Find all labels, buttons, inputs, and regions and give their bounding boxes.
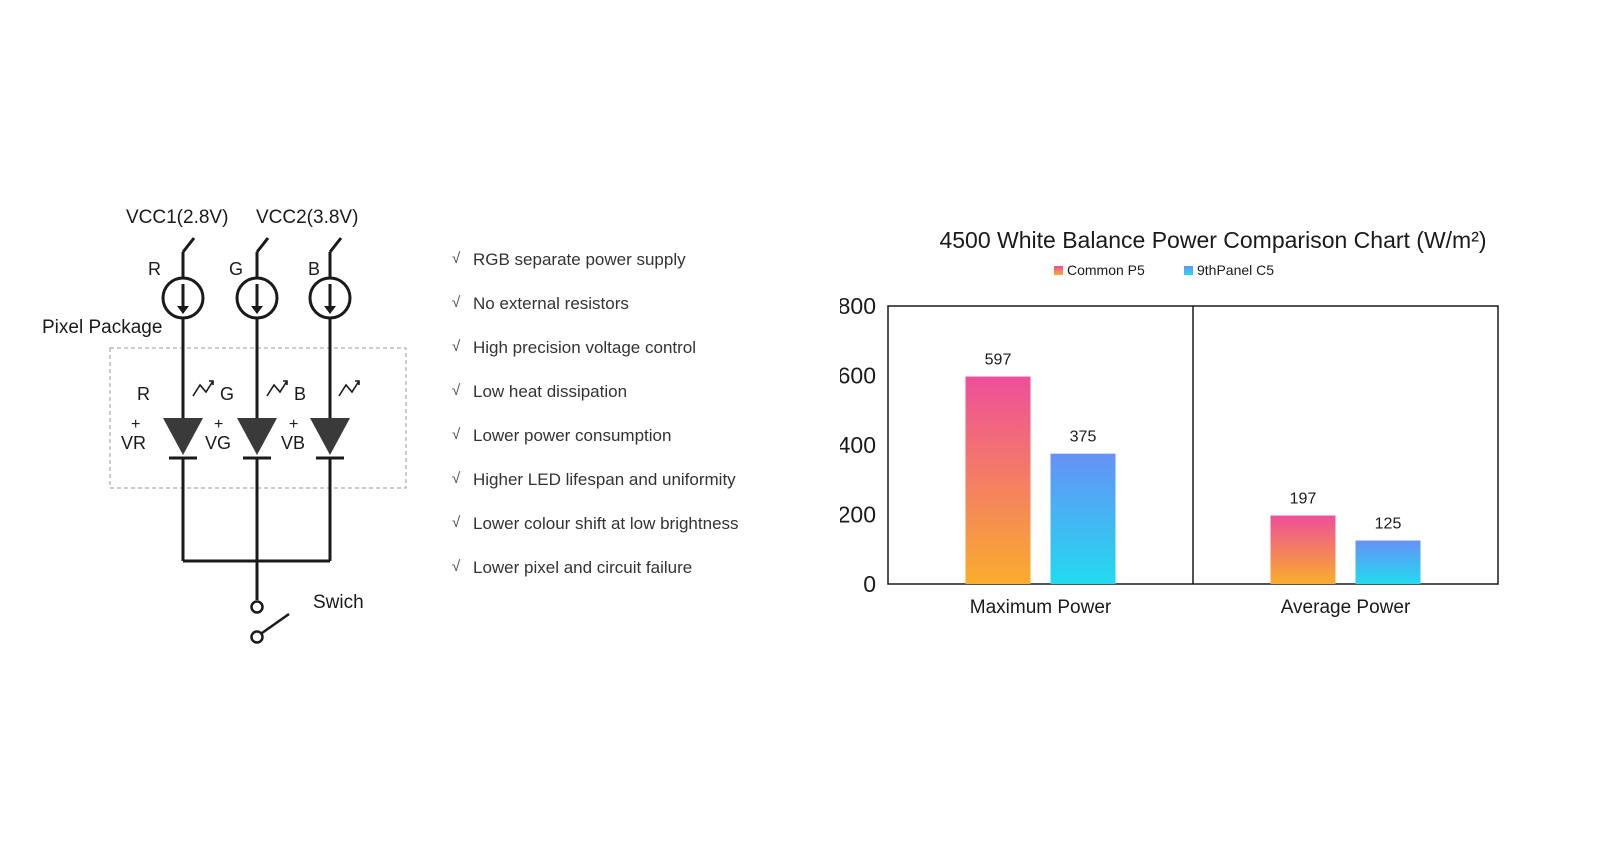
legend-entry: Common P5 <box>1067 262 1145 278</box>
legend-swatch <box>1054 266 1063 275</box>
check-icon: √ <box>452 338 461 355</box>
channel-label-b: B <box>308 259 320 279</box>
feature-text: High precision voltage control <box>473 338 697 357</box>
feature-text: Higher LED lifespan and uniformity <box>473 470 736 489</box>
check-icon: √ <box>452 514 461 531</box>
feature-text: Lower colour shift at low brightness <box>473 514 739 533</box>
check-icon: √ <box>452 470 461 487</box>
channel-label-g: G <box>229 259 243 279</box>
feature-text: RGB separate power supply <box>473 250 686 269</box>
feature-item: √ Lower colour shift at low brightness <box>452 514 739 558</box>
led-label-b: B <box>294 384 306 404</box>
y-tick-label: 800 <box>840 293 876 319</box>
plus-sign-r: + <box>131 416 140 433</box>
light-emission-icons <box>192 380 360 397</box>
check-icon: √ <box>452 558 461 575</box>
x-category-label: Maximum Power <box>970 597 1112 618</box>
feature-item: √ RGB separate power supply <box>452 250 739 294</box>
switch-icon <box>250 600 290 644</box>
plus-sign-b: + <box>289 416 298 433</box>
check-icon: √ <box>452 294 461 311</box>
bar-value-label: 597 <box>985 352 1012 369</box>
feature-text: Lower power consumption <box>473 426 672 445</box>
plus-sign-g: + <box>214 416 223 433</box>
feature-item: √ Lower power consumption <box>452 426 739 470</box>
x-category-label: Average Power <box>1281 597 1411 618</box>
legend-swatch <box>1184 266 1193 275</box>
y-tick-label: 600 <box>840 363 876 389</box>
bar-value-label: 125 <box>1375 516 1402 533</box>
bar <box>965 376 1031 584</box>
bar-value-label: 197 <box>1290 491 1317 508</box>
switch-label: Swich <box>313 592 364 613</box>
y-tick-label: 200 <box>840 502 876 528</box>
vcc2-label: VCC2(3.8V) <box>256 207 358 228</box>
pixel-package-label: Pixel Package <box>42 317 162 338</box>
check-icon: √ <box>452 382 461 399</box>
feature-list: √ RGB separate power supply √ No external … <box>452 250 739 602</box>
led-driver-circuit-diagram: VCC1(2.8V) VCC2(3.8V) R G B Pixel Packag… <box>42 207 407 644</box>
bar <box>1270 515 1336 584</box>
feature-text: Lower pixel and circuit failure <box>473 558 693 577</box>
voltage-label-vb: VB <box>281 433 305 453</box>
led-label-g: G <box>220 384 234 404</box>
current-arrow-icons <box>177 306 336 314</box>
voltage-label-vg: VG <box>205 433 231 453</box>
voltage-label-vr: VR <box>121 433 146 453</box>
check-icon: √ <box>452 250 461 267</box>
feature-item: √ High precision voltage control <box>452 338 739 382</box>
feature-item: √ Higher LED lifespan and uniformity <box>452 470 739 514</box>
led-label-r: R <box>137 384 150 404</box>
y-tick-label: 0 <box>863 571 876 597</box>
legend-entry: 9thPanel C5 <box>1197 262 1274 278</box>
feature-item: √ Low heat dissipation <box>452 382 739 426</box>
bar-value-label: 375 <box>1070 429 1097 446</box>
feature-item: √ No external resistors <box>452 294 739 338</box>
power-comparison-chart: 4500 White Balance Power Comparison Char… <box>840 227 1499 618</box>
bar <box>1050 453 1116 584</box>
bar <box>1355 540 1421 584</box>
feature-text: Low heat dissipation <box>473 382 628 401</box>
circuit-wires <box>181 318 332 600</box>
channel-label-r: R <box>148 259 161 279</box>
supply-switches <box>181 237 343 278</box>
feature-text: No external resistors <box>473 294 629 313</box>
check-icon: √ <box>452 426 461 443</box>
vcc1-label: VCC1(2.8V) <box>126 207 228 228</box>
led-diode-icons <box>163 418 350 460</box>
feature-item: √ Lower pixel and circuit failure <box>452 558 739 602</box>
chart-title: 4500 White Balance Power Comparison Char… <box>939 227 1486 253</box>
y-tick-label: 400 <box>840 432 876 458</box>
